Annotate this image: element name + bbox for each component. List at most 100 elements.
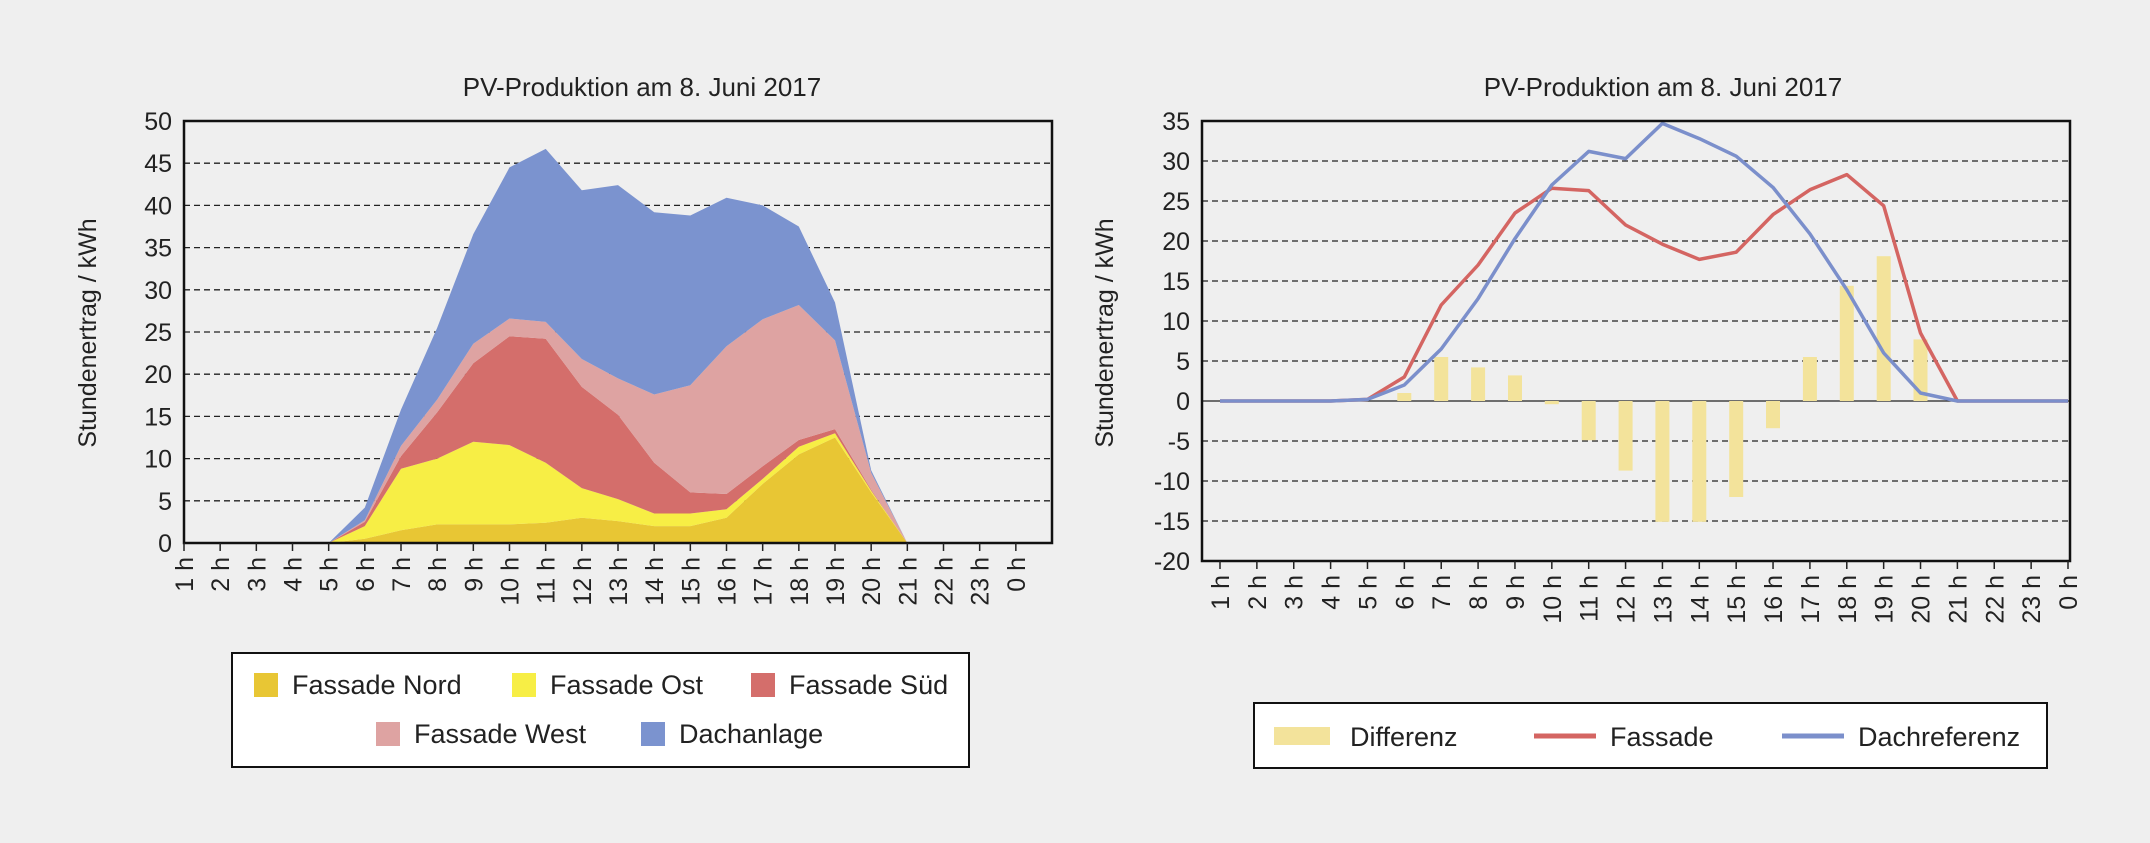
x-tick-labels: 1 h 2 h 3 h 4 h 5 h 6 h 7 h 8 h 9 h 10 h 11 h 12 h 1… [1207,561,2083,624]
y-tick-label: 25 [144,319,172,347]
bar-differenz [1839,285,1854,401]
legend-swatch [1274,727,1330,745]
legend-label: Fassade [1610,722,1714,752]
bar-series [1397,256,1928,522]
y-tick-labels: 0 5 10 15 20 25 30 35 40 45 50 [144,108,172,558]
y-tick-label: 50 [144,108,172,136]
x-tick-label: 1 h [1207,575,1235,610]
bar-differenz [1692,401,1707,522]
x-tick-label: 9 h [1502,575,1530,610]
x-tick-label: 7 h [1428,575,1456,610]
y-tick-label: 20 [1162,228,1190,256]
x-tick-label: 11 h [533,557,561,604]
legend-swatch [641,722,665,746]
chart-bar-line: PV-Produktion am 8. Juni 2017 Stundenert… [1091,72,2083,769]
x-tick-label: 3 h [243,557,271,592]
x-tick-label: 14 h [641,557,669,606]
bar-differenz [1655,401,1670,522]
x-tick-label: 0 h [2055,575,2083,610]
y-tick-labels: -20 -15 -10 -5 0 5 10 15 20 25 30 35 [1154,108,1190,576]
y-tick-label: 40 [144,192,172,220]
x-tick-label: 14 h [1686,575,1714,624]
x-tick-label: 20 h [858,557,886,606]
bar-differenz [1434,357,1449,401]
x-tick-label: 10 h [1539,575,1567,624]
legend-swatch [512,673,536,697]
y-tick-label: -15 [1154,508,1190,536]
y-tick-label: 15 [144,403,172,431]
legend-label: Dachanlage [679,719,823,749]
y-tick-label: 25 [1162,188,1190,216]
legend-label: Fassade West [414,719,587,749]
y-tick-label: 45 [144,150,172,178]
y-tick-label: -20 [1154,548,1190,576]
x-tick-label: 19 h [822,557,850,606]
y-axis-label: Stundenertrag / kWh [74,218,102,447]
x-tick-label: 12 h [569,557,597,606]
line-series [1220,121,2068,403]
y-tick-label: 15 [1162,268,1190,296]
legend-label: Fassade Süd [789,670,948,700]
chart-title: PV-Produktion am 8. Juni 2017 [463,72,821,102]
legend-label: Fassade Ost [550,670,704,700]
bar-differenz [1508,375,1522,401]
x-tick-label: 20 h [1908,575,1936,624]
legend-frame [1253,702,2048,769]
x-tick-label: 2 h [1244,575,1272,610]
legend-swatch [376,722,400,746]
bar-differenz [1802,357,1817,401]
x-tick-labels: 1 h 2 h 3 h 4 h 5 h 6 h 7 h 8 h 9 h 10 h 11 h 12 h 1… [171,543,1031,606]
bar-differenz [1876,256,1891,401]
bar-differenz [1581,401,1596,441]
plot-frame [1200,119,2072,563]
y-tick-label: 35 [144,235,172,263]
legend-swatch [254,673,278,697]
y-tick-label: 20 [144,361,172,389]
y-tick-label: 5 [158,488,172,516]
x-tick-label: 3 h [1281,575,1309,610]
line-dachreferenz [1220,121,2068,403]
line-fassade [1220,172,2068,403]
area-fassade-nord [184,437,1016,543]
area-fassade-ost [184,433,1016,543]
x-tick-label: 8 h [1465,575,1493,610]
x-tick-label: 10 h [497,557,525,606]
x-tick-label: 1 h [171,557,199,592]
area-dachanlage [184,148,1016,543]
x-tick-label: 18 h [786,557,814,606]
x-tick-label: 12 h [1613,575,1641,624]
x-tick-label: 21 h [894,557,922,606]
grid-lines [1202,160,2070,522]
y-tick-label: 30 [144,277,172,305]
x-tick-label: 18 h [1834,575,1862,624]
y-tick-label: -5 [1168,428,1190,456]
x-tick-label: 19 h [1871,575,1899,624]
y-tick-label: 35 [1162,108,1190,136]
legend-frame [231,652,970,768]
x-tick-label: 9 h [460,557,488,592]
x-tick-label: 17 h [750,557,778,606]
bar-differenz [1766,401,1780,429]
x-tick-label: 11 h [1576,575,1604,622]
chart-title: PV-Produktion am 8. Juni 2017 [1484,72,1842,102]
x-tick-label: 13 h [605,557,633,606]
area-series [184,148,1016,543]
x-tick-label: 22 h [931,557,959,606]
x-tick-label: 21 h [1944,575,1972,624]
x-tick-label: 5 h [316,557,344,592]
x-tick-label: 16 h [1760,575,1788,624]
bar-differenz [1618,401,1633,471]
y-axis-label: Stundenertrag / kWh [1091,218,1119,447]
y-tick-label: 10 [1162,308,1190,336]
y-tick-label: 30 [1162,148,1190,176]
chart-stacked-area: PV-Produktion am 8. Juni 2017 Stundenert… [74,72,1054,768]
bar-differenz [1397,393,1412,401]
x-tick-label: 8 h [424,557,452,592]
legend: Fassade Nord Fassade Ost Fassade Süd Fassad… [231,652,970,768]
x-tick-label: 13 h [1649,575,1677,624]
bar-differenz [1471,367,1486,401]
x-tick-label: 6 h [352,557,380,592]
y-tick-label: 5 [1176,348,1190,376]
x-tick-label: 23 h [2018,575,2046,624]
